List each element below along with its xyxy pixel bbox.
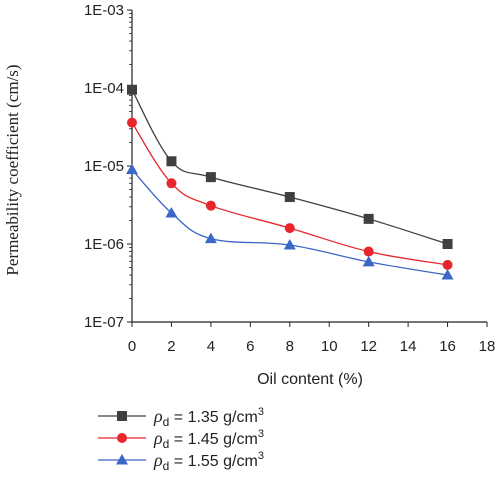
y-tick-label: 1E-06 (84, 236, 124, 253)
legend-marker (117, 433, 127, 443)
x-tick-label: 14 (400, 338, 417, 355)
x-tick-label: 18 (479, 338, 496, 355)
legend-label: ρd = 1.35 g/cm3 (153, 406, 264, 429)
data-point (126, 163, 138, 175)
data-point (205, 172, 216, 183)
x-tick-label: 16 (439, 338, 456, 355)
axes: 0 2 4 6 8 10 12 14 16 18 1E-07 1E-06 1E-05 1E-04 1E-03 (84, 2, 495, 355)
x-tick-label: 2 (167, 338, 175, 355)
data-point (205, 200, 216, 211)
data-point (284, 192, 295, 203)
series-layer (126, 84, 454, 280)
data-point (441, 269, 454, 280)
x-tick-label: 4 (207, 338, 215, 355)
data-point (283, 239, 296, 250)
data-point (204, 232, 217, 244)
x-tick-label: 10 (321, 338, 338, 355)
y-tick-label: 1E-05 (84, 158, 124, 175)
x-axis-label: Oil content (%) (257, 371, 363, 388)
legend-item: ρd = 1.45 g/cm3 (98, 428, 264, 451)
data-point (363, 246, 374, 257)
y-tick-label: 1E-07 (84, 314, 124, 331)
legend-label: ρd = 1.45 g/cm3 (153, 428, 264, 451)
data-point (363, 213, 374, 224)
y-tick-label: 1E-03 (84, 2, 124, 19)
data-point (442, 259, 453, 270)
legend-marker (117, 411, 127, 421)
data-point (127, 117, 137, 128)
x-tick-label: 12 (360, 338, 377, 355)
legend-marker (116, 454, 128, 465)
legend-item: ρd = 1.55 g/cm3 (98, 450, 264, 473)
data-point (166, 178, 177, 189)
series-line (131, 169, 448, 276)
data-point (127, 84, 137, 95)
data-point (362, 255, 375, 267)
data-point (284, 223, 295, 234)
data-point (166, 156, 177, 167)
y-tick-label: 1E-04 (84, 80, 124, 97)
data-point (165, 206, 178, 218)
series-circle (127, 117, 453, 270)
data-point (442, 239, 453, 249)
x-tick-label: 8 (286, 338, 294, 355)
series-triangle (126, 163, 454, 280)
y-axis-label: Permeability coefficient (cm/s) (3, 64, 22, 275)
legend-item: ρd = 1.35 g/cm3 (98, 406, 264, 429)
series-square (127, 84, 453, 249)
x-tick-label: 0 (128, 338, 136, 355)
legend-label: ρd = 1.55 g/cm3 (153, 450, 264, 473)
series-line (131, 89, 448, 245)
x-tick-label: 6 (246, 338, 254, 355)
